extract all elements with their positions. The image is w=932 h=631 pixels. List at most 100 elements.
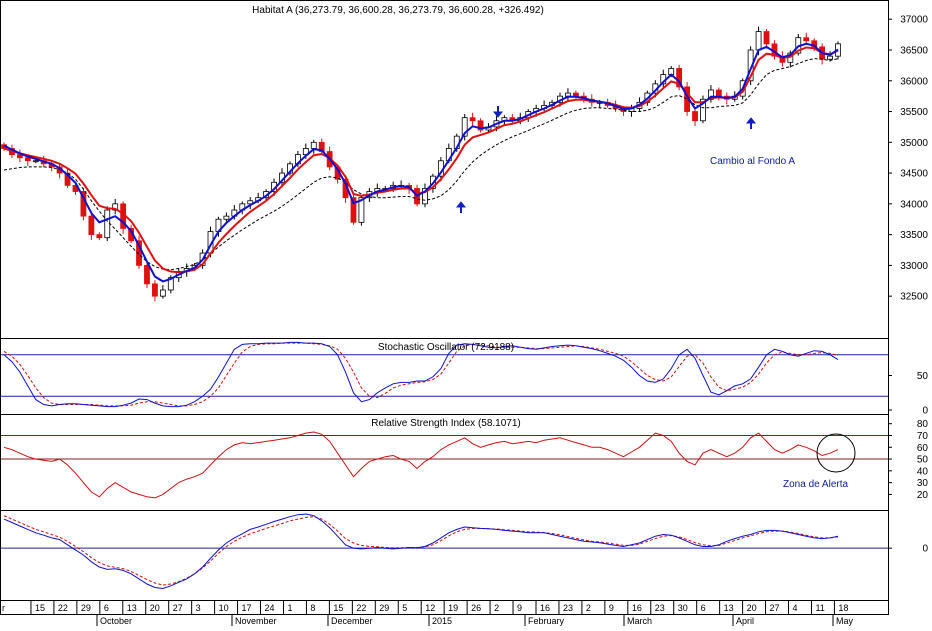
panel-guides [1,354,888,549]
month-label: 2015 [432,616,452,626]
y-tick-label: 33500 [900,230,928,241]
candle-body [96,234,103,239]
candle-body [779,55,786,63]
stochastic-signal-line [3,342,839,407]
price-panel-title: Habitat A (36,273.79, 36,600.28, 36,273.… [252,5,544,16]
y-tick-label: 0 [922,544,928,555]
x-tick-label: 18 [838,603,848,613]
y-tick-label: 36000 [900,76,928,87]
y-tick-label: 0 [922,406,928,417]
candle-body [763,31,770,45]
candle-body [827,55,833,60]
y-tick-label: 20 [917,490,929,501]
x-tick-label: 9 [609,603,614,613]
oscillator-signal-line [3,515,839,586]
stochastic-panel-title: Stochastic Oscillator (72.9188) [378,342,514,353]
candle-body [350,197,357,223]
candle-body [88,215,95,236]
x-tick-label: 30 [678,603,688,613]
candle-body [422,188,428,205]
month-label: March [627,616,652,626]
x-tick-label: 5 [402,603,407,613]
candle-body [572,92,579,97]
panel-frame [0,510,889,601]
x-tick-label: 22 [58,603,68,613]
x-tick-label: 4 [793,603,798,613]
x-tick-label: 29 [81,603,91,613]
candle-body [803,37,810,42]
x-tick-label: 13 [724,603,734,613]
panel-frames [0,0,889,615]
y-tick-label: 50 [917,455,929,466]
x-tick-label: 2 [494,603,499,613]
y-tick-label: 36500 [900,46,928,57]
x-tick-label: 19 [448,603,458,613]
y-tick-label: 60 [917,443,929,454]
month-label: April [736,616,754,626]
candle-body [223,215,230,220]
x-tick-label: 8 [310,603,315,613]
candle-body [64,172,71,186]
x-tick-label: 16 [632,603,642,613]
candle-body [167,277,174,291]
candle-body [152,283,158,297]
month-label: December [331,616,373,626]
fund-change-annotation: Cambio al Fondo A [710,156,795,167]
y-tick-label: 33000 [900,261,928,272]
x-tick-label: 15 [333,603,343,613]
y-tick-label: 32500 [900,292,928,303]
month-label: November [235,616,277,626]
x-tick-label: 24 [265,603,275,613]
stochastic-line [3,341,839,408]
up-arrow-icon [745,117,757,129]
x-tick-label: 23 [655,603,665,613]
x-tick-label: 22 [356,603,366,613]
candle-body [469,117,476,122]
x-tick-label: 20 [150,603,160,613]
candle-body [755,31,762,51]
x-tick-label: 11 [815,603,824,613]
candle-body [715,89,722,97]
x-tick-label: 26 [471,603,481,613]
rsi-panel-title: Relative Strength Index (58.1071) [371,418,521,429]
candle-body [159,289,166,297]
x-tick-label: 10 [219,603,229,613]
month-label: October [100,616,132,626]
candle-body [461,117,468,137]
x-tick-label: 1 [287,603,292,613]
blue-moving-average-line [3,42,839,283]
x-tick-label: 27 [770,603,780,613]
x-tick-label: 20 [747,603,757,613]
y-tick-label: 35500 [900,107,928,118]
x-tick-label: 17 [242,603,252,613]
axis-labels: 3250033000335003400034500350003550036000… [2,15,929,626]
y-tick-label: 40 [917,466,929,477]
x-tick-label: 27 [173,603,183,613]
indicator-lines [3,42,839,590]
candle-body [104,209,111,239]
x-tick-label: r [2,603,5,613]
x-tick-label: 6 [701,603,706,613]
candle-body [112,203,119,211]
x-tick-label: 12 [425,603,435,613]
rsi-line [3,431,839,499]
alert-zone-annotation: Zona de Alerta [783,479,848,490]
y-tick-label: 50 [917,371,929,382]
y-tick-label: 34500 [900,169,928,180]
candle-body [32,160,39,163]
x-axis-frame [0,600,889,615]
x-tick-label: 9 [517,603,522,613]
y-tick-label: 34000 [900,199,928,210]
candle-body [676,68,683,88]
candle-body [700,98,706,122]
candle-body [24,157,31,162]
x-tick-label: 16 [540,603,550,613]
candle-body [477,120,484,131]
x-tick-label: 29 [379,603,389,613]
candle-body [247,200,254,205]
month-label: February [528,616,565,626]
oscillator-line [3,513,839,590]
candle-body [136,240,142,266]
